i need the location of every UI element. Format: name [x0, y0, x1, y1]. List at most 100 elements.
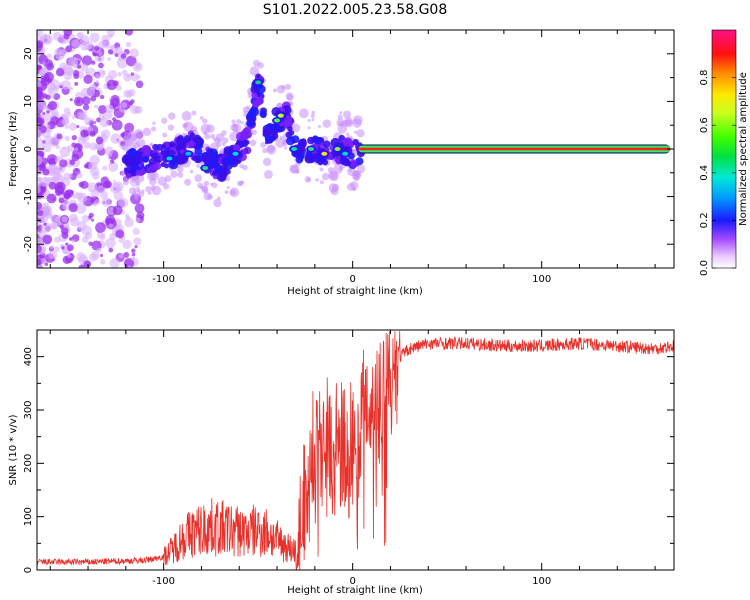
snr-series-line — [37, 331, 674, 570]
halo-blob — [134, 129, 144, 138]
noise-blob — [59, 62, 68, 71]
noise-blob — [54, 181, 66, 193]
colorbar-tick-label: 0.8 — [699, 70, 710, 86]
ridge-blob — [191, 155, 198, 161]
halo-blob — [189, 169, 194, 174]
noise-blob — [122, 239, 132, 250]
ridge-blob — [132, 155, 142, 165]
halo-blob — [194, 174, 203, 183]
noise-blob — [123, 257, 135, 268]
noise-blob — [55, 68, 65, 77]
noise-blob — [81, 235, 89, 243]
noise-blob — [53, 173, 64, 184]
noise-blob — [94, 45, 100, 51]
halo-blob — [257, 62, 264, 69]
halo-blob — [202, 118, 208, 124]
halo-blob — [191, 110, 197, 116]
ridge-blob — [264, 140, 270, 145]
halo-blob — [221, 130, 227, 136]
noise-blob — [54, 246, 60, 253]
hot-spot — [185, 151, 192, 156]
ridge-blob — [216, 172, 227, 183]
noise-blob — [95, 136, 104, 145]
ridge-blob — [125, 172, 132, 179]
noise-blob — [90, 188, 100, 198]
noise-blob — [73, 73, 79, 80]
halo-blob — [342, 120, 350, 127]
noise-blob — [46, 193, 57, 204]
noise-blob — [67, 253, 72, 259]
noise-blob — [37, 201, 43, 211]
halo-blob — [275, 137, 286, 148]
ridge-blob — [192, 134, 202, 144]
noise-blob — [38, 119, 43, 124]
ridge-blob — [247, 109, 257, 119]
noise-blob — [76, 220, 87, 231]
noise-blob — [117, 72, 122, 77]
noise-blob — [37, 210, 44, 217]
noise-blob — [134, 245, 138, 249]
noise-blob — [76, 125, 80, 129]
halo-blob — [152, 121, 156, 125]
halo-blob — [122, 135, 130, 143]
noise-blob — [77, 136, 87, 145]
noise-blob — [64, 135, 70, 141]
noise-blob — [116, 57, 128, 69]
snr-ytick-label: 300 — [23, 400, 34, 419]
noise-blob — [62, 146, 66, 150]
halo-blob — [210, 133, 216, 139]
ridge-blob — [244, 126, 252, 134]
noise-blob — [74, 81, 79, 86]
halo-blob — [298, 108, 309, 119]
colorbar-tick-label: 0.6 — [699, 117, 710, 133]
noise-blob — [136, 74, 141, 79]
noise-blob — [105, 104, 114, 113]
noise-blob — [112, 205, 123, 216]
noise-blob — [37, 185, 42, 194]
halo-blob — [122, 179, 129, 186]
noise-blob — [98, 104, 107, 114]
noise-blob — [137, 64, 141, 68]
noise-blob — [102, 40, 111, 49]
hot-spot — [308, 147, 315, 151]
noise-blob — [64, 66, 74, 76]
ridge-blob — [169, 141, 176, 148]
snr-ticks: -100 0 100 0 100 200 300 400 — [23, 329, 674, 587]
noise-blob — [42, 61, 46, 65]
halo-blob — [284, 83, 292, 91]
hot-spot — [321, 151, 328, 156]
halo-blob — [249, 139, 257, 147]
spectrogram-ytick-label: -10 — [23, 188, 34, 204]
noise-blob — [104, 110, 113, 120]
halo-blob — [149, 142, 154, 147]
noise-blob — [98, 52, 103, 56]
noise-blob — [86, 87, 96, 97]
noise-blob — [125, 215, 131, 221]
noise-blob — [37, 155, 43, 166]
noise-blob — [114, 46, 123, 55]
noise-blob — [42, 168, 50, 176]
noise-blob — [56, 133, 63, 140]
hot-spot — [202, 166, 209, 171]
noise-blob — [90, 95, 97, 102]
noise-blob — [118, 197, 129, 208]
noise-blob — [38, 54, 49, 65]
ridge-blob — [251, 92, 258, 99]
noise-blob — [114, 53, 119, 57]
noise-blob — [102, 165, 108, 171]
ridge-blob — [343, 138, 350, 144]
noise-blob — [78, 264, 85, 268]
halo-blob — [328, 183, 339, 193]
noise-blob — [37, 264, 43, 268]
noise-blob — [75, 202, 87, 214]
halo-blob — [151, 126, 157, 132]
halo-blob — [319, 167, 324, 172]
noise-blob — [99, 117, 110, 128]
halo-blob — [170, 170, 178, 178]
spectrogram-blobs — [37, 30, 366, 268]
colorbar-tick-label: 0.0 — [699, 260, 710, 276]
halo-blob — [307, 177, 311, 182]
ridge-blob — [196, 158, 202, 163]
noise-blob — [82, 104, 90, 111]
